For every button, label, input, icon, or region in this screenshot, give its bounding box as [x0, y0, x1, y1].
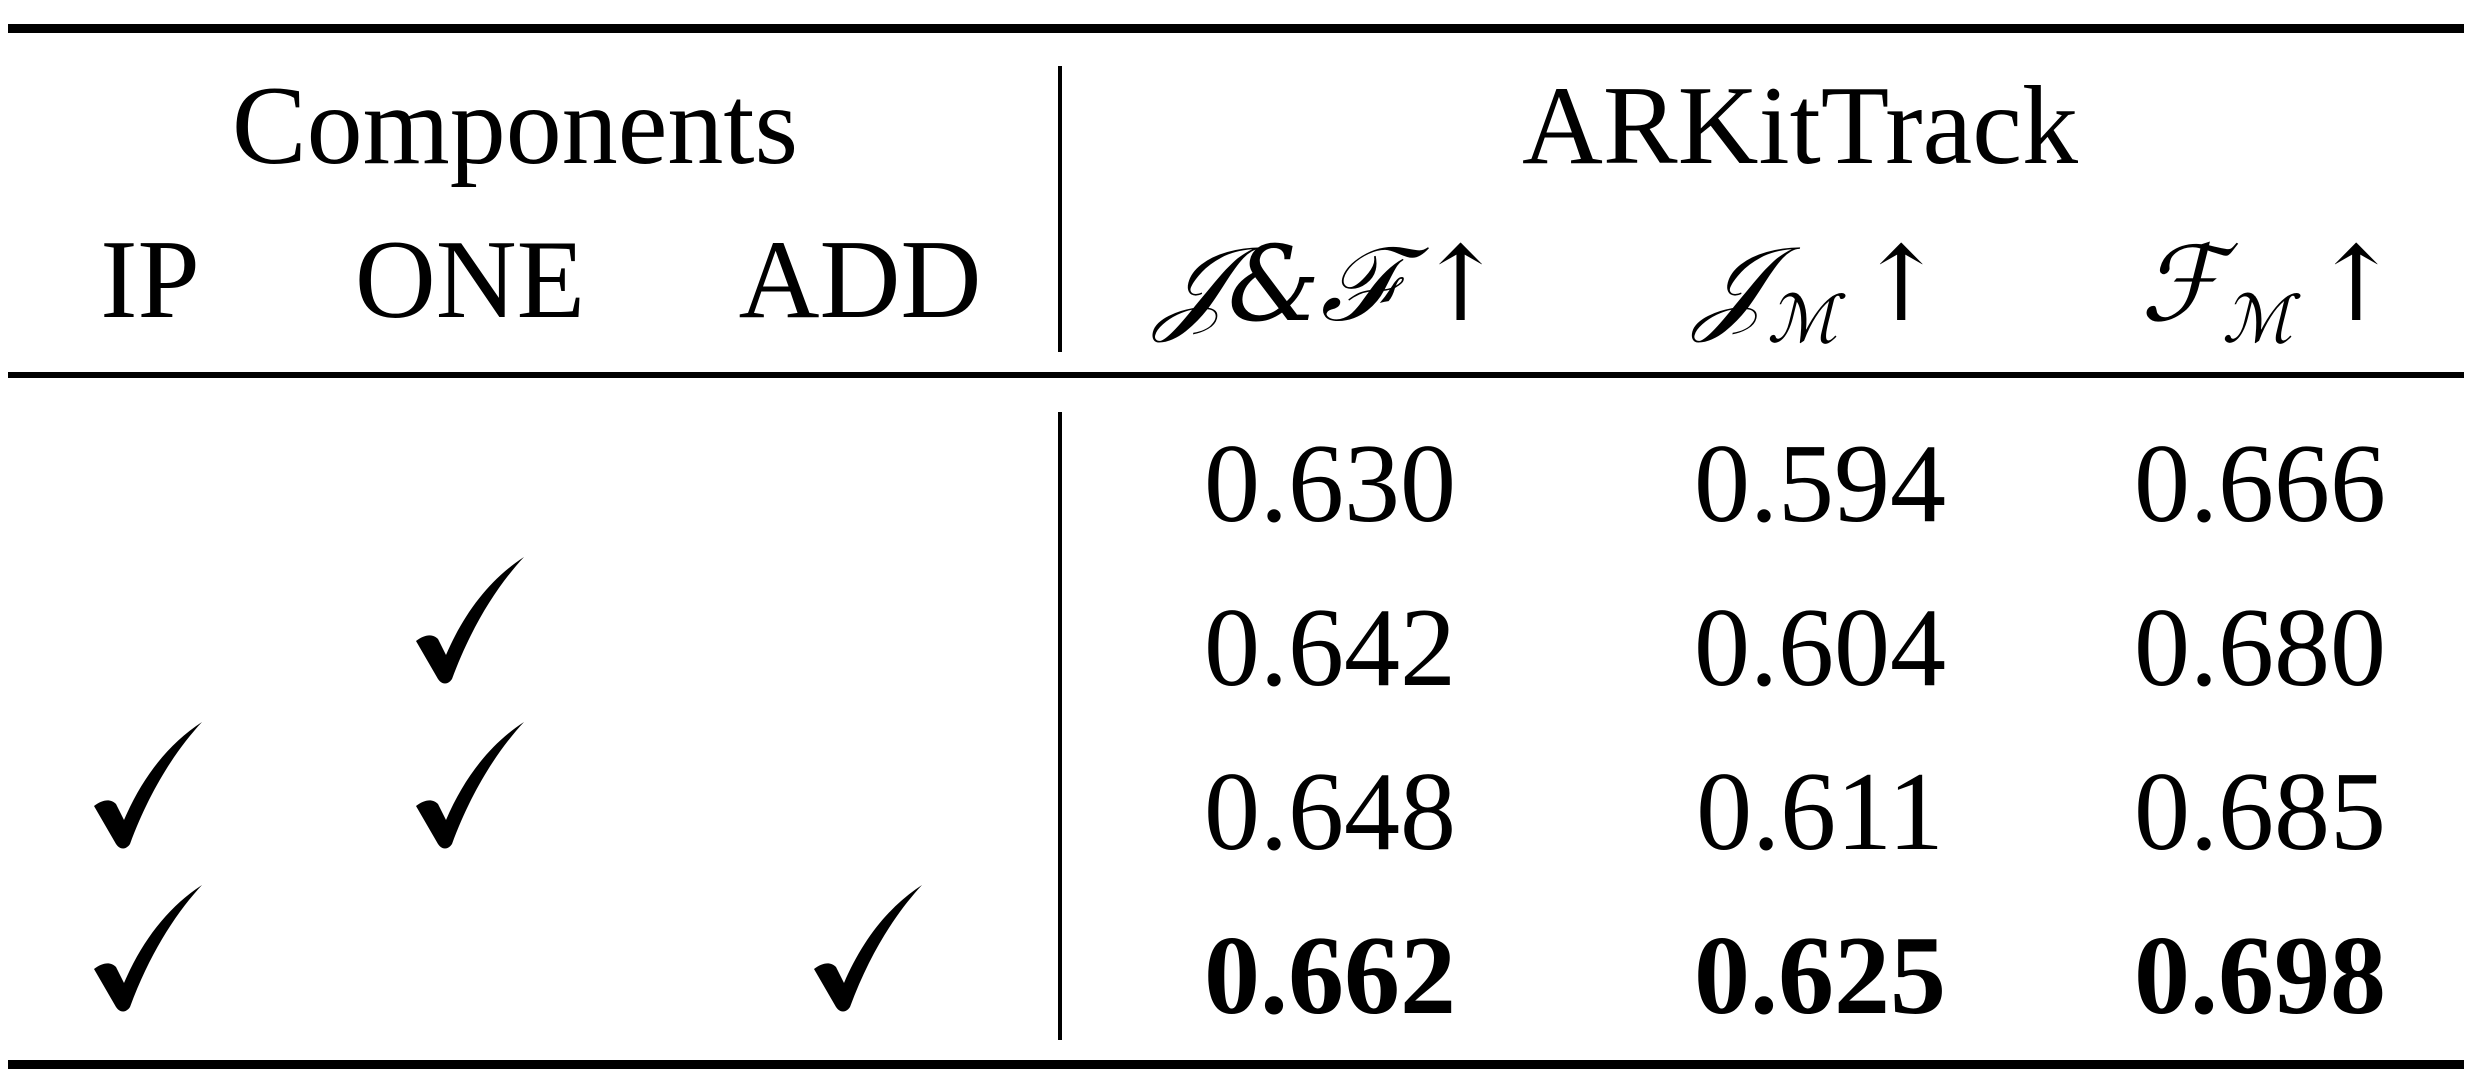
- table-cell: 0.680: [2134, 586, 2386, 710]
- up-arrow-icon: ↑: [1416, 223, 1505, 345]
- metric-label: 𝒥&ℱ: [1155, 223, 1397, 345]
- check-icon: [410, 555, 530, 685]
- column-header-f-mean: ℱℳ ↑: [2080, 232, 2460, 353]
- metric-label: ℱ: [2140, 223, 2223, 345]
- table-cell: 0.625: [1694, 914, 1946, 1038]
- table-cell: 0.611: [1696, 750, 1944, 874]
- header-divider: [1058, 66, 1062, 352]
- check-icon: [410, 720, 530, 850]
- table-cell: 0.648: [1204, 750, 1456, 874]
- table-cell: 0.642: [1204, 586, 1456, 710]
- metric-label: 𝒥: [1695, 223, 1768, 345]
- metric-subscript: ℳ: [2222, 281, 2293, 358]
- column-header-jf-mean: 𝒥&ℱ ↑: [1120, 232, 1540, 336]
- column-header-j-mean: 𝒥ℳ ↑: [1640, 232, 2000, 353]
- check-icon: [88, 720, 208, 850]
- column-header-ip: IP: [100, 218, 200, 342]
- table-cell: 0.630: [1204, 422, 1456, 546]
- metric-subscript: ℳ: [1767, 281, 1838, 358]
- top-rule: [8, 24, 2464, 33]
- column-header-add: ADD: [738, 218, 982, 342]
- mid-rule: [8, 372, 2464, 378]
- up-arrow-icon: ↑: [1857, 223, 1945, 345]
- check-icon: [808, 883, 928, 1013]
- check-icon: [88, 883, 208, 1013]
- components-group-header: Components: [231, 64, 799, 188]
- table-cell: 0.662: [1204, 914, 1456, 1038]
- table-cell: 0.666: [2134, 422, 2386, 546]
- column-header-one: ONE: [354, 218, 586, 342]
- table-cell: 0.604: [1694, 586, 1946, 710]
- arkittrack-group-header: ARKitTrack: [1522, 64, 2078, 188]
- bottom-rule: [8, 1060, 2464, 1069]
- body-divider: [1058, 412, 1062, 1040]
- table-cell: 0.698: [2134, 914, 2386, 1038]
- up-arrow-icon: ↑: [2312, 223, 2400, 345]
- table-cell: 0.685: [2134, 750, 2386, 874]
- table-cell: 0.594: [1694, 422, 1946, 546]
